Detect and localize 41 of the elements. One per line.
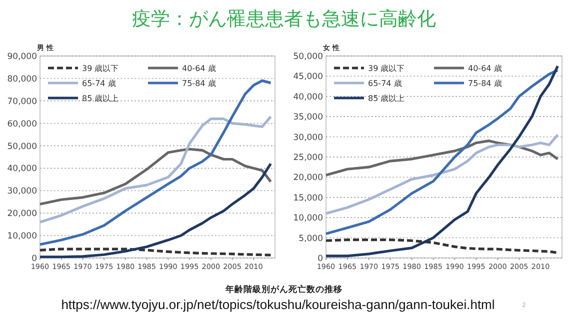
y-tick-label: 40,000 bbox=[7, 164, 37, 174]
legend-label: 85 歳以上 bbox=[368, 94, 405, 103]
y-tick-label: 40,000 bbox=[293, 92, 323, 102]
legend-label: 65-74 歳 bbox=[82, 79, 116, 88]
line-series bbox=[38, 162, 272, 258]
legend-label: 40-64 歳 bbox=[468, 64, 502, 73]
text: 年齢階級別がん死亡数の推移 bbox=[224, 284, 342, 295]
y-tick-label: 90,000 bbox=[7, 52, 37, 62]
text: https://www.tyojyu.or.jp/net/topics/tokushu/koureisha-gann/gann-toukei.html bbox=[61, 297, 495, 312]
line-series bbox=[38, 115, 272, 224]
legend-label: 75-84 歳 bbox=[182, 79, 216, 88]
legend-label: 39 歳以下 bbox=[368, 64, 405, 73]
legend-label: 85 歳以上 bbox=[82, 94, 119, 103]
y-tick-label: 15,000 bbox=[293, 193, 323, 204]
y-tick-label: 60,000 bbox=[7, 119, 37, 130]
y-tick-label: 25,000 bbox=[293, 153, 323, 163]
y-tick-label: 0 bbox=[32, 254, 37, 264]
y-tick-label: 50,000 bbox=[7, 142, 37, 152]
y-tick-label: 50,000 bbox=[293, 52, 323, 62]
y-tick-label: 10,000 bbox=[7, 232, 37, 242]
y-tick-label: 45,000 bbox=[293, 72, 323, 82]
line-series bbox=[38, 248, 272, 256]
y-tick-label: 35,000 bbox=[293, 112, 323, 123]
y-tick-label: 30,000 bbox=[293, 132, 323, 143]
y-tick-label: 30,000 bbox=[7, 186, 37, 197]
y-tick-label: 20,000 bbox=[293, 173, 323, 184]
line-series bbox=[324, 133, 560, 215]
line-series bbox=[38, 79, 272, 246]
line-series bbox=[38, 148, 272, 206]
legend-label: 75-84 歳 bbox=[468, 79, 502, 88]
legend-label: 40-64 歳 bbox=[182, 64, 216, 73]
y-tick-label: 70,000 bbox=[7, 96, 37, 107]
legend-label: 65-74 歳 bbox=[368, 79, 402, 88]
chart-title: 疫学：がん罹患患者も急速に高齢化 bbox=[132, 8, 436, 30]
y-tick-label: 10,000 bbox=[293, 214, 323, 224]
y-tick-label: 80,000 bbox=[7, 74, 37, 84]
legend-label: 39 歳以下 bbox=[82, 64, 119, 73]
y-tick-label: 5,000 bbox=[298, 234, 323, 244]
line-series bbox=[324, 238, 560, 254]
y-tick-label: 20,000 bbox=[7, 209, 37, 220]
y-tick-label: 0 bbox=[318, 254, 323, 264]
